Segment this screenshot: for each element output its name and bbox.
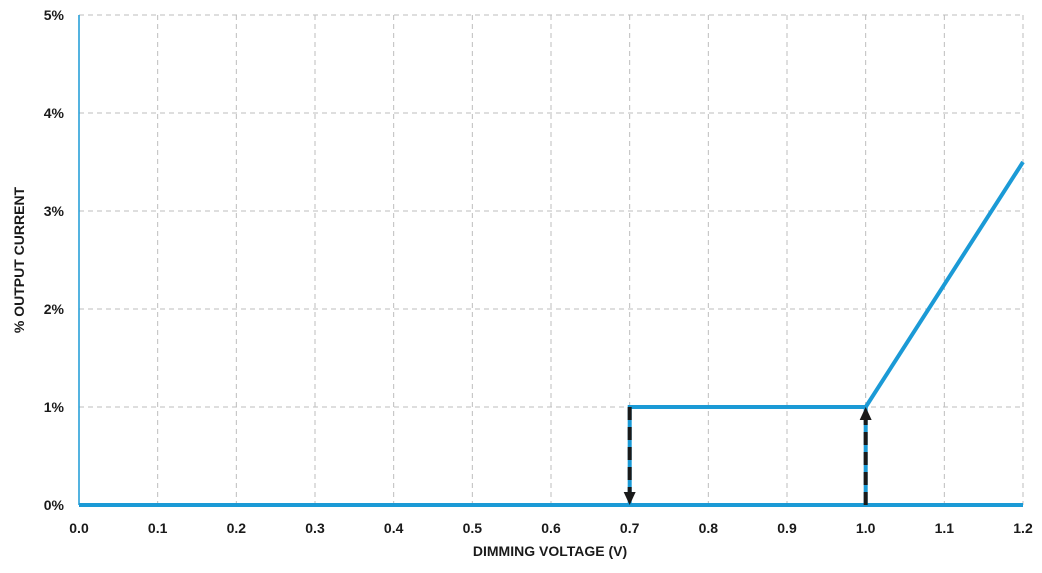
series-line-2 xyxy=(627,405,1023,507)
x-tick-label: 1.1 xyxy=(935,520,955,536)
x-tick-label: 0.5 xyxy=(463,520,483,536)
x-tick-label: 0.7 xyxy=(620,520,640,536)
x-tick-label: 0.1 xyxy=(148,520,168,536)
y-tick-label: 5% xyxy=(44,7,65,23)
y-tick-label: 1% xyxy=(44,399,65,415)
x-tick-label: 1.0 xyxy=(856,520,876,536)
x-tick-label: 0.0 xyxy=(69,520,89,536)
annotations xyxy=(623,407,872,505)
y-tick-label: 2% xyxy=(44,301,65,317)
arrow-head-1 xyxy=(623,492,636,505)
series-line-3 xyxy=(864,160,1025,409)
x-tick-label: 0.8 xyxy=(699,520,719,536)
tick-labels: 0.0 0.1 0.2 0.3 0.4 0.5 0.6 0.7 0.8 0.9 1.0 1.1 1.2 0… xyxy=(44,7,1033,536)
y-tick-label: 4% xyxy=(44,105,65,121)
y-axis-title: % OUTPUT CURRENT xyxy=(11,186,27,333)
arrow-head-2 xyxy=(859,407,872,420)
y-tick-label: 3% xyxy=(44,203,65,219)
x-tick-label: 0.6 xyxy=(541,520,561,536)
grid xyxy=(79,14,1024,505)
x-tick-label: 1.2 xyxy=(1013,520,1033,536)
x-tick-label: 0.4 xyxy=(384,520,404,536)
x-tick-label: 0.3 xyxy=(305,520,325,536)
x-tick-label: 0.2 xyxy=(227,520,247,536)
x-axis-title: DIMMING VOLTAGE (V) xyxy=(473,543,627,559)
y-tick-label: 0% xyxy=(44,497,65,513)
x-tick-label: 0.9 xyxy=(777,520,797,536)
